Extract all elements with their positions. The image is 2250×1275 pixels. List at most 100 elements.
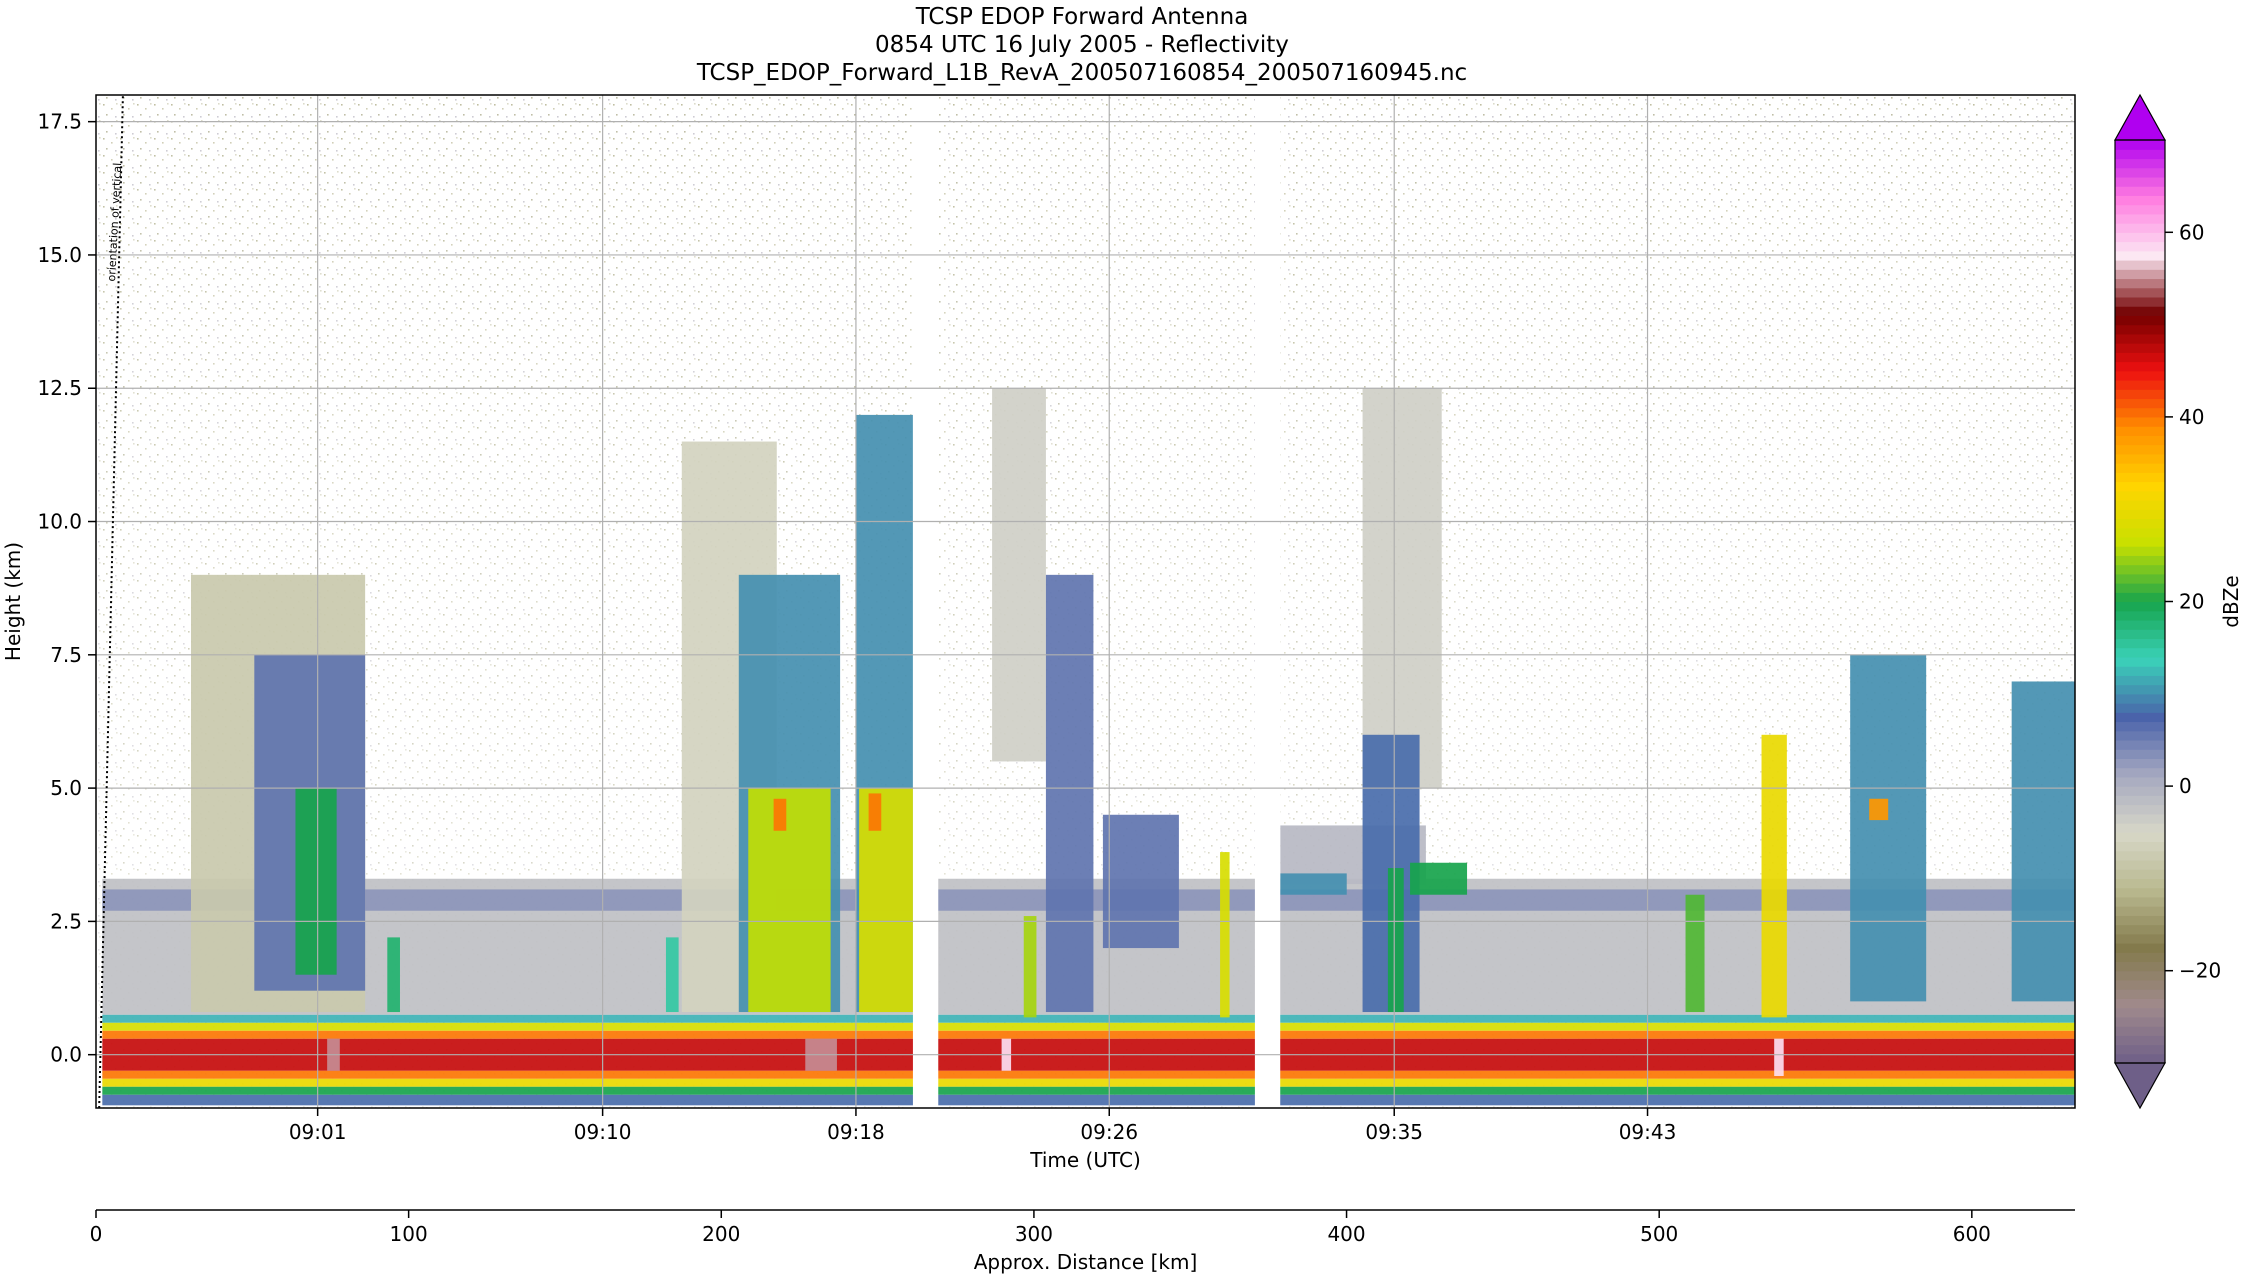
colorbar-segment [2115, 453, 2165, 464]
colorbar-segment [2115, 407, 2165, 418]
colorbar-segment [2115, 970, 2165, 981]
reflectivity-cell [102, 1078, 2075, 1087]
colorbar-segment [2115, 140, 2165, 150]
plot-frame [95, 94, 2076, 1109]
colorbar-segment [2115, 444, 2165, 455]
data-gap [1254, 95, 1281, 1108]
colorbar-segment [2115, 518, 2165, 529]
colorbar-segment [2115, 712, 2165, 723]
colorbar-segment [2115, 176, 2165, 187]
grid-lines [96, 95, 2075, 1108]
data-gaps [912, 95, 1281, 1108]
reflectivity-cell [1023, 916, 1037, 1018]
vertical-orientation-annotation: orientation of vertical [105, 162, 124, 281]
reflectivity-cell [1045, 574, 1094, 1013]
colorbar-segment [2115, 795, 2165, 806]
x-tick-label: 09:01 [289, 1120, 347, 1144]
x-axis-label: Time (UTC) [1029, 1148, 1141, 1172]
reflectivity-cell [1774, 1038, 1784, 1077]
chart-title-line-2: 0854 UTC 16 July 2005 - Reflectivity [875, 32, 1289, 58]
vertical-orientation-line [98, 94, 124, 1109]
colorbar-segment [2115, 703, 2165, 713]
colorbar-segment [2115, 638, 2165, 649]
reflectivity-cell [859, 788, 913, 1013]
colorbar-segment [2115, 195, 2165, 206]
colorbar-segment [2115, 998, 2165, 1009]
colorbar-segment [2115, 204, 2165, 215]
colorbar-segment [2115, 389, 2165, 400]
colorbar-segment [2115, 361, 2165, 372]
colorbar-segment [2115, 287, 2165, 298]
reflectivity-cell [748, 788, 831, 1013]
x-tick-label: 09:43 [1619, 1120, 1677, 1144]
reflectivity-cells [102, 388, 2075, 1106]
colorbar-segment [2115, 878, 2165, 889]
colorbar-tick-label: 0 [2179, 774, 2192, 798]
y-axis-label: Height (km) [1, 542, 25, 661]
colorbar-segment [2115, 527, 2165, 538]
colorbar-segment [2115, 536, 2165, 547]
colorbar-segment [2115, 416, 2165, 427]
distance-tick-label: 200 [702, 1222, 740, 1246]
colorbar-segment [2115, 629, 2165, 640]
colorbar-segment [2115, 933, 2165, 944]
reflectivity-cell [1685, 894, 1705, 1013]
colorbar-segment [2115, 896, 2165, 907]
colorbar-segment [2115, 149, 2165, 160]
reflectivity-cell [1410, 862, 1468, 895]
reflectivity-cell [665, 937, 679, 1013]
reflectivity-cell [295, 788, 337, 975]
colorbar-segment [2115, 499, 2165, 510]
y-tick-label: 0.0 [50, 1043, 82, 1067]
colorbar-segment [2115, 804, 2165, 815]
colorbar-segment [2115, 1035, 2165, 1046]
colorbar-segment [2115, 435, 2165, 446]
reflectivity-cell [1102, 814, 1179, 949]
colorbar-segment [2115, 592, 2165, 603]
colorbar-segment [2115, 989, 2165, 999]
colorbar-segment [2115, 850, 2165, 861]
colorbar-segment [2115, 823, 2165, 833]
colorbar-segment [2115, 906, 2165, 916]
colorbar-segment [2115, 1026, 2165, 1036]
colorbar-segment [2115, 259, 2165, 270]
reflectivity-cell [773, 798, 787, 831]
colorbar-segment [2115, 269, 2165, 280]
colorbar-segment [2115, 232, 2165, 243]
colorbar-segment [2115, 1044, 2165, 1055]
colorbar-segment [2115, 739, 2165, 750]
colorbar-segment [2115, 158, 2165, 169]
colorbar-segment [2115, 426, 2165, 436]
colorbar-extend-min [2113, 1062, 2167, 1110]
reflectivity-cell [102, 1086, 2075, 1095]
distance-tick-label: 400 [1327, 1222, 1365, 1246]
colorbar-segment [2115, 352, 2165, 363]
reflectivity-cell [868, 793, 882, 831]
reflectivity-cell [1387, 868, 1404, 1013]
colorbar-segment [2115, 583, 2165, 593]
colorbar-segment [2115, 979, 2165, 990]
colorbar-segment [2115, 1007, 2165, 1018]
colorbar-segment [2115, 490, 2165, 501]
colorbar-label: dBZe [2219, 575, 2243, 627]
y-axis: 0.0 2.5 5.0 7.5 10.0 12.5 15.0 17.5 [37, 110, 96, 1067]
colorbar-segment [2115, 952, 2165, 963]
colorbar-segment [2115, 324, 2165, 335]
x-tick-label: 09:18 [827, 1120, 885, 1144]
colorbar-tick-label: −20 [2179, 959, 2221, 983]
y-tick-label: 2.5 [50, 909, 82, 933]
x-axis-distance: 0 100 200 300 400 500 600 [90, 1209, 2075, 1246]
reflectivity-cell [102, 1022, 2075, 1031]
colorbar-segment [2115, 278, 2165, 289]
colorbar-segment [2115, 241, 2165, 252]
colorbar: −20 0 20 40 60 [2113, 93, 2221, 1110]
distance-tick-label: 100 [390, 1222, 428, 1246]
reflectivity-cell [1280, 873, 1347, 895]
colorbar-segment [2115, 379, 2165, 390]
colorbar-segment [2115, 306, 2165, 316]
y-tick-label: 10.0 [37, 510, 82, 534]
colorbar-segment [2115, 223, 2165, 233]
x-tick-label: 09:26 [1080, 1120, 1138, 1144]
colorbar-segment [2115, 841, 2165, 852]
